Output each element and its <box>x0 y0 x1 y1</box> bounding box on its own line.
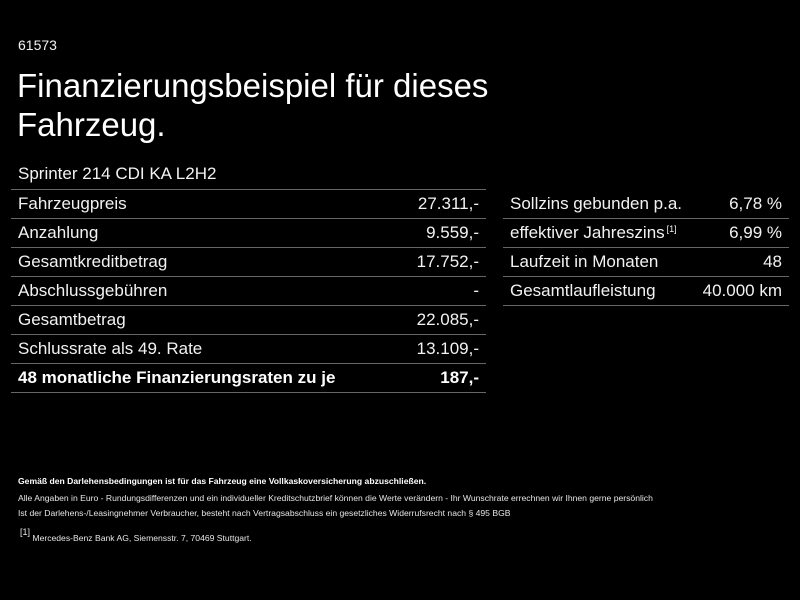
vehicle-model: Sprinter 214 CDI KA L2H2 <box>18 164 217 183</box>
row-label: Schlussrate als 49. Rate <box>11 334 398 364</box>
table-row: effektiver Jahreszins [1] 6,99 % <box>503 218 789 248</box>
row-value: 48 <box>693 247 789 277</box>
table-row: Gesamtkreditbetrag 17.752,- <box>11 247 486 277</box>
row-value: 17.752,- <box>397 247 486 277</box>
row-value: - <box>397 276 486 306</box>
page-title: Finanzierungsbeispiel für dieses Fahrzeu… <box>17 67 489 143</box>
table-row: Abschlussgebühren - <box>11 276 486 306</box>
row-value: 6,99 % <box>693 218 789 248</box>
row-value: 22.085,- <box>397 305 486 335</box>
table-row: Gesamtlaufleistung 40.000 km <box>503 276 789 306</box>
row-value: 27.311,- <box>397 189 486 219</box>
row-label: Anzahlung <box>11 218 398 248</box>
disclaimer-withdrawal: Ist der Darlehens-/Leasingnehmer Verbrau… <box>18 508 511 518</box>
table-row: Laufzeit in Monaten 48 <box>503 247 789 277</box>
row-value: 9.559,- <box>397 218 486 248</box>
row-value: 13.109,- <box>397 334 486 364</box>
monthly-rate-row: 48 monatliche Finanzierungsraten zu je 1… <box>11 363 486 393</box>
row-label: Gesamtlaufleistung <box>503 276 694 306</box>
legal-footer: Gemäß den Darlehensbedingungen ist für d… <box>18 474 788 546</box>
table-row: Schlussrate als 49. Rate 13.109,- <box>11 334 486 364</box>
row-value: 6,78 % <box>693 190 789 219</box>
financing-terms-table: Sollzins gebunden p.a. 6,78 % effektiver… <box>503 190 789 306</box>
disclaimer-rounding: Alle Angaben in Euro - Rundungsdifferenz… <box>18 493 653 503</box>
footnote-marker: [1] <box>666 224 677 234</box>
row-label: Gesamtbetrag <box>11 305 398 335</box>
row-label: Abschlussgebühren <box>11 276 398 306</box>
table-row: Anzahlung 9.559,- <box>11 218 486 248</box>
row-label: effektiver Jahreszins <box>510 223 665 242</box>
row-value: 40.000 km <box>693 276 789 306</box>
insurance-note: Gemäß den Darlehensbedingungen ist für d… <box>18 476 427 486</box>
footnote-text: Mercedes-Benz Bank AG, Siemensstr. 7, 70… <box>32 533 252 543</box>
row-label: Laufzeit in Monaten <box>503 247 694 277</box>
table-row: Sollzins gebunden p.a. 6,78 % <box>503 190 789 219</box>
row-label: Gesamtkreditbetrag <box>11 247 398 277</box>
row-label: 48 monatliche Finanzierungsraten zu je <box>11 363 398 393</box>
footnote: [1] Mercedes-Benz Bank AG, Siemensstr. 7… <box>18 525 788 546</box>
financing-cost-table: Fahrzeugpreis 27.311,- Anzahlung 9.559,-… <box>11 189 486 393</box>
table-row: Fahrzeugpreis 27.311,- <box>11 189 486 219</box>
footnote-marker: [1] <box>20 527 31 537</box>
table-row: Gesamtbetrag 22.085,- <box>11 305 486 335</box>
row-label: Fahrzeugpreis <box>11 189 398 219</box>
row-label-cell: effektiver Jahreszins [1] <box>503 218 694 248</box>
row-value: 187,- <box>397 363 486 393</box>
row-label: Sollzins gebunden p.a. <box>503 190 694 219</box>
reference-id: 61573 <box>18 37 57 53</box>
